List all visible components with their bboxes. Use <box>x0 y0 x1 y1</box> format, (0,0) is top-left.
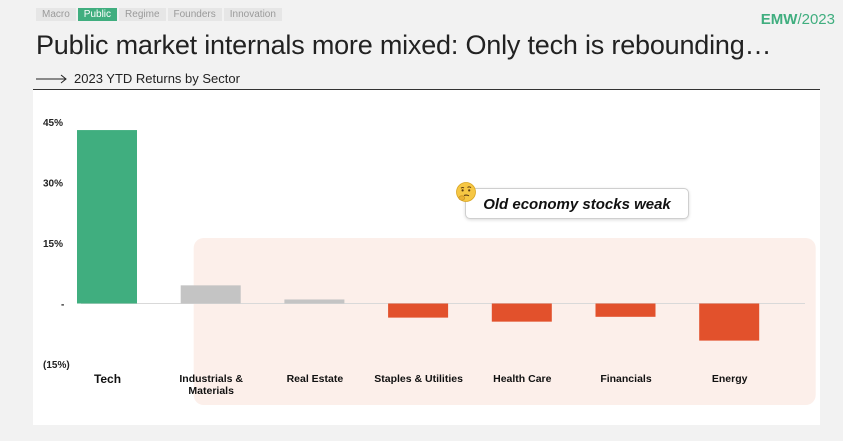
nav-tab-macro[interactable]: Macro <box>36 8 76 21</box>
nav-tab-public[interactable]: Public <box>77 8 118 21</box>
bar-energy <box>699 303 760 341</box>
brand-logo: EMW/2023 <box>761 11 835 28</box>
x-tick-label: Tech <box>94 372 121 386</box>
chart-title: 2023 YTD Returns by Sector <box>74 71 240 86</box>
callout-box: Old economy stocks weak <box>465 188 689 219</box>
bar-staples-utilities <box>388 303 449 318</box>
y-tick-label: 45% <box>43 118 63 129</box>
x-tick-label: Industrials & Materials <box>179 373 243 397</box>
x-tick-label: Financials <box>600 373 652 385</box>
y-tick-label: - <box>61 300 64 311</box>
nav-tab-founders[interactable]: Founders <box>167 8 222 21</box>
bar-tech <box>77 130 137 304</box>
y-tick-label: (15%) <box>43 360 70 371</box>
page-title: Public market internals more mixed: Only… <box>36 30 772 60</box>
chart-panel: 45% 30% 15% - (15%) Tech Industrials & Material… <box>33 90 820 425</box>
y-tick-label: 15% <box>43 239 63 250</box>
bar-financials <box>595 303 656 317</box>
bar-industrials-materials <box>180 285 241 304</box>
chart-subtitle: 2023 YTD Returns by Sector <box>36 71 240 86</box>
brand-year: /2023 <box>797 11 835 28</box>
bar-real-estate <box>284 299 345 304</box>
y-tick-label: 30% <box>43 179 63 190</box>
section-nav: Macro Public Regime Founders Innovation <box>36 8 282 21</box>
x-tick-label: Energy <box>712 373 748 385</box>
x-tick-label: Real Estate <box>287 373 344 385</box>
thinking-face-icon <box>456 182 476 202</box>
x-tick-label: Staples & Utilities <box>374 373 463 385</box>
brand-name: EMW <box>760 11 798 28</box>
nav-tab-regime[interactable]: Regime <box>119 8 166 21</box>
bar-health-care <box>491 303 552 322</box>
arrow-right-icon <box>36 74 67 83</box>
bar-chart: 45% 30% 15% - (15%) Tech Industrials & Material… <box>43 118 816 405</box>
x-tick-label: Health Care <box>493 373 552 385</box>
nav-tab-innovation[interactable]: Innovation <box>223 8 282 21</box>
divider <box>33 89 820 90</box>
